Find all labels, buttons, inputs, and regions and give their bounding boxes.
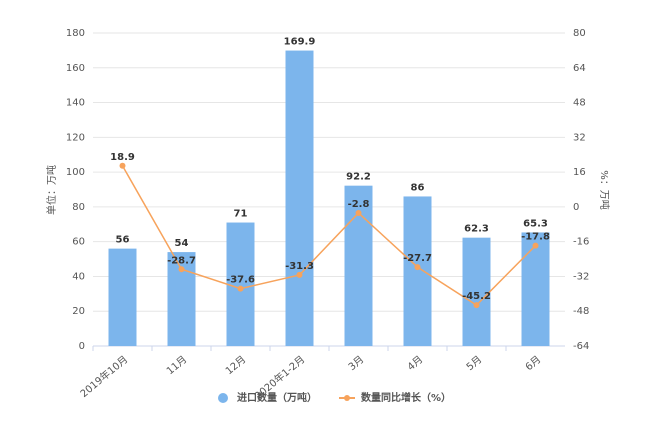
y2-tick-label: -16 xyxy=(573,237,589,248)
x-tick-label: 6月 xyxy=(523,353,543,373)
y-tick-label: 160 xyxy=(66,63,85,74)
legend-label: 数量同比增长（%） xyxy=(361,391,451,404)
x-tick-label: 12月 xyxy=(223,353,248,377)
bar-value-label: 54 xyxy=(175,238,189,249)
y-tick-label: 100 xyxy=(66,167,85,178)
bar-value-label: 62.3 xyxy=(464,224,489,235)
line-value-label: -37.6 xyxy=(226,275,255,286)
x-tick-label: 11月 xyxy=(164,353,189,377)
bar-value-label: 56 xyxy=(116,235,130,246)
bar-value-label: 86 xyxy=(411,182,425,193)
line-value-label: -28.7 xyxy=(167,255,196,266)
bar xyxy=(462,237,491,346)
y-tick-label: 180 xyxy=(66,28,85,39)
y-tick-label: 140 xyxy=(66,98,85,109)
line-point xyxy=(237,285,244,292)
line-point xyxy=(414,264,421,271)
y2-tick-label: 64 xyxy=(573,63,586,74)
x-tick-label: 3月 xyxy=(346,353,366,373)
y-tick-label: 120 xyxy=(66,132,85,143)
bar xyxy=(226,222,255,346)
y-tick-label: 80 xyxy=(72,202,85,213)
line-point xyxy=(532,242,539,249)
y2-tick-label: -32 xyxy=(573,271,589,282)
x-tick-label: 5月 xyxy=(464,353,484,373)
y2-tick-label: -48 xyxy=(573,306,589,317)
y2-tick-label: -64 xyxy=(573,341,589,352)
bar xyxy=(403,196,432,346)
line-value-label: 18.9 xyxy=(110,152,135,163)
legend-marker xyxy=(344,395,350,401)
line-point xyxy=(355,209,362,216)
line xyxy=(121,165,537,307)
line-value-label: -45.2 xyxy=(462,291,491,302)
y2-tick-label: 80 xyxy=(573,28,586,39)
x-tick-label: 2019年10月 xyxy=(77,353,130,400)
y-tick-label: 20 xyxy=(72,306,85,317)
y-tick-label: 60 xyxy=(72,237,85,248)
bar-value-label: 65.3 xyxy=(523,218,548,229)
y2-tick-label: 32 xyxy=(573,132,586,143)
y2-tick-label: 0 xyxy=(573,202,579,213)
y2-axis-label: %：万吨 xyxy=(598,170,611,210)
legend-label: 进口数量（万吨） xyxy=(237,391,317,404)
y2-tick-label: 48 xyxy=(573,98,586,109)
y-tick-label: 0 xyxy=(79,341,85,352)
line-value-label: -31.3 xyxy=(285,261,314,272)
legend-marker xyxy=(218,393,228,403)
y-tick-label: 40 xyxy=(72,271,85,282)
line-point xyxy=(296,271,303,278)
line-point xyxy=(178,266,185,273)
bar xyxy=(285,50,314,347)
bar xyxy=(108,248,137,346)
y-axis-label: 单位：万吨 xyxy=(45,165,58,215)
bar-value-label: 92.2 xyxy=(346,172,371,183)
y2-tick-label: 16 xyxy=(573,167,586,178)
line-point xyxy=(473,302,480,309)
bar-value-label: 71 xyxy=(234,209,248,220)
line-point xyxy=(119,162,126,169)
line-value-label: -27.7 xyxy=(403,253,432,264)
bar xyxy=(521,232,550,346)
bar-value-label: 169.9 xyxy=(284,37,316,48)
line-value-label: -2.8 xyxy=(348,199,370,210)
line-value-label: -17.8 xyxy=(521,232,550,243)
x-tick-label: 4月 xyxy=(405,353,425,373)
